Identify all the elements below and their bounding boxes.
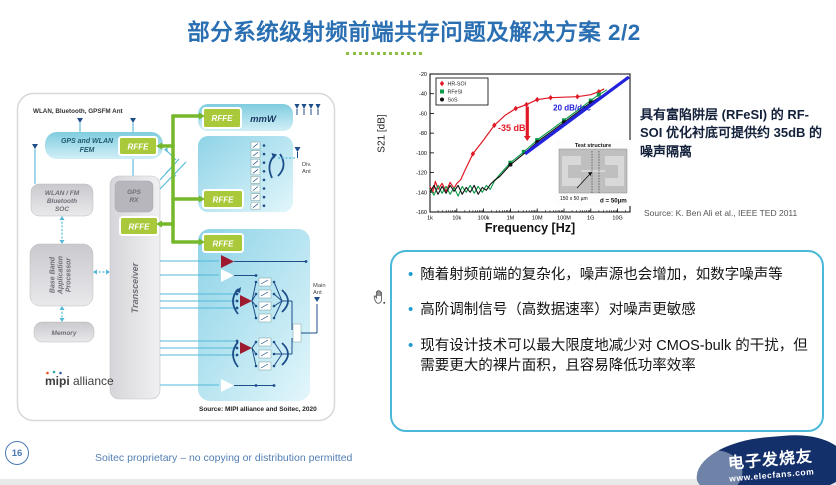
svg-text:-160: -160 (416, 210, 427, 216)
hand-cursor-icon (373, 290, 386, 304)
svg-text:GPS: GPS (127, 189, 141, 196)
svg-text:1M: 1M (507, 216, 515, 222)
list-item: 现有设计技术可以最大限度地减少对 CMOS-bulk 的干扰，但需要更大的裸片面… (408, 336, 808, 377)
svg-text:100M: 100M (557, 216, 571, 222)
elecfans-watermark-logo: 电子发烧友 www.elecfans.com (693, 430, 836, 485)
main-fem-box (198, 229, 310, 401)
bottom-strip (0, 479, 836, 485)
baseband-processor-box (29, 243, 94, 307)
green-bus-arrowheads (156, 112, 205, 246)
svg-text:-60: -60 (419, 111, 427, 117)
svg-text:-140: -140 (416, 190, 427, 196)
main-ant-label: Main (313, 283, 326, 289)
svg-text:150 x 50 µm: 150 x 50 µm (560, 196, 588, 202)
svg-text:Base Band: Base Band (50, 256, 57, 293)
svg-text:20 dB/dec: 20 dB/dec (553, 103, 591, 112)
svg-text:WLAN / FM: WLAN / FM (45, 190, 80, 197)
green-rffe-bus (160, 114, 201, 244)
page-number: 16 (5, 441, 29, 465)
svg-text:-80: -80 (419, 131, 427, 137)
svg-text:100k: 100k (478, 216, 490, 222)
list-item: 高阶调制信号（高数据速率）对噪声更敏感 (408, 300, 808, 320)
list-item: 随着射频前端的复杂化，噪声源也会增加，如数字噪声等 (408, 265, 808, 285)
svg-text:RX: RX (129, 197, 139, 204)
chart-source: Source: K. Ben Ali et al., IEEE TED 2011 (644, 208, 798, 218)
svg-text:Test structure: Test structure (575, 143, 611, 149)
rffe-chip-transceiver (119, 216, 159, 236)
bullet-icon (408, 265, 413, 285)
svg-text:d = 50µm: d = 50µm (600, 198, 627, 205)
bullet-icon (408, 300, 413, 320)
svg-text:Bluetooth: Bluetooth (47, 198, 77, 205)
svg-text:RFFE: RFFE (212, 114, 234, 123)
svg-text:FEM: FEM (80, 147, 95, 154)
svg-text:-20: -20 (419, 72, 427, 78)
title-dotted-underline (346, 52, 422, 55)
ant-label: WLAN, Bluetooth, GPSFM Ant (33, 108, 124, 115)
rfesi-note-text: 具有富陷阱层 (RFeSI) 的 RF-SOI 优化衬底可提供约 35dB 的噪… (640, 107, 823, 159)
svg-text:Ant: Ant (302, 169, 311, 175)
svg-text:SOC: SOC (55, 206, 69, 213)
gps-rx-box (114, 180, 154, 213)
antenna-tuner-icon (292, 323, 302, 343)
svg-text:-40: -40 (419, 92, 427, 98)
svg-text:Ant: Ant (313, 290, 322, 296)
chart-inset-test-structure: Test structure 150 x 50 µm d = 50µm (555, 140, 631, 206)
footer-copyright: Soitec proprietary – no copying or distr… (95, 452, 353, 464)
fem-label: GPS and WLAN (61, 138, 114, 145)
mmw-label: mmW (250, 114, 277, 125)
memory-box (33, 321, 95, 343)
svg-text:Memory: Memory (52, 330, 77, 337)
svg-text:RFFE: RFFE (128, 143, 150, 152)
mmw-antenna-icons (294, 104, 321, 115)
top-antenna-icons (32, 118, 136, 184)
svg-text:SoS: SoS (448, 98, 458, 104)
svg-text:Application: Application (58, 256, 65, 295)
svg-text:alliance: alliance (73, 374, 114, 388)
svg-text:-120: -120 (416, 171, 427, 177)
svg-text:RFFE: RFFE (129, 223, 151, 232)
svg-text:1G: 1G (587, 216, 594, 222)
chart-x-axis-label: Frequency [Hz] (484, 221, 576, 235)
pa-amplifier-icon (221, 255, 234, 268)
rffe-chip-mmw (202, 107, 242, 129)
svg-text:RFFE: RFFE (213, 240, 235, 249)
svg-text:10k: 10k (452, 216, 461, 222)
svg-text:-100: -100 (416, 151, 427, 157)
svg-text:mipi: mipi (45, 374, 70, 388)
svg-text:10M: 10M (532, 216, 543, 222)
svg-text:HR-SOI: HR-SOI (448, 82, 467, 88)
svg-text:Transceiver: Transceiver (130, 262, 140, 313)
div-ant-label: Div. (302, 162, 312, 168)
svg-text:1k: 1k (427, 216, 433, 222)
svg-text:RFeSI: RFeSI (448, 90, 463, 96)
main-fem-internals (221, 255, 318, 392)
mipi-alliance-logo: mipi alliance (45, 370, 114, 388)
transceiver-rf-lines (160, 260, 235, 386)
key-points-box: 随着射频前端的复杂化，噪声源也会增加，如数字噪声等 高阶调制信号（高数据速率）对… (390, 250, 824, 432)
diagram-source: Source: MIPI alliance and Soitec, 2020 (199, 406, 317, 413)
bullet-icon (408, 336, 413, 377)
pa-amplifier-icon (240, 342, 252, 354)
svg-text:Processor: Processor (66, 257, 73, 293)
rf-frontend-block-diagram: WLAN, Bluetooth, GPSFM Ant GPS and WLAN … (16, 92, 336, 422)
diversity-switch-filters (250, 141, 295, 210)
svg-text:10G: 10G (612, 216, 622, 222)
pa-amplifier-icon (240, 295, 252, 307)
svg-text:-35 dB: -35 dB (498, 123, 526, 133)
slide-title: 部分系统级射频前端共存问题及解决方案 2/2 (187, 20, 641, 45)
chart-y-axis-label: S21 [dB] (376, 114, 388, 153)
svg-text:RFFE: RFFE (213, 196, 235, 205)
